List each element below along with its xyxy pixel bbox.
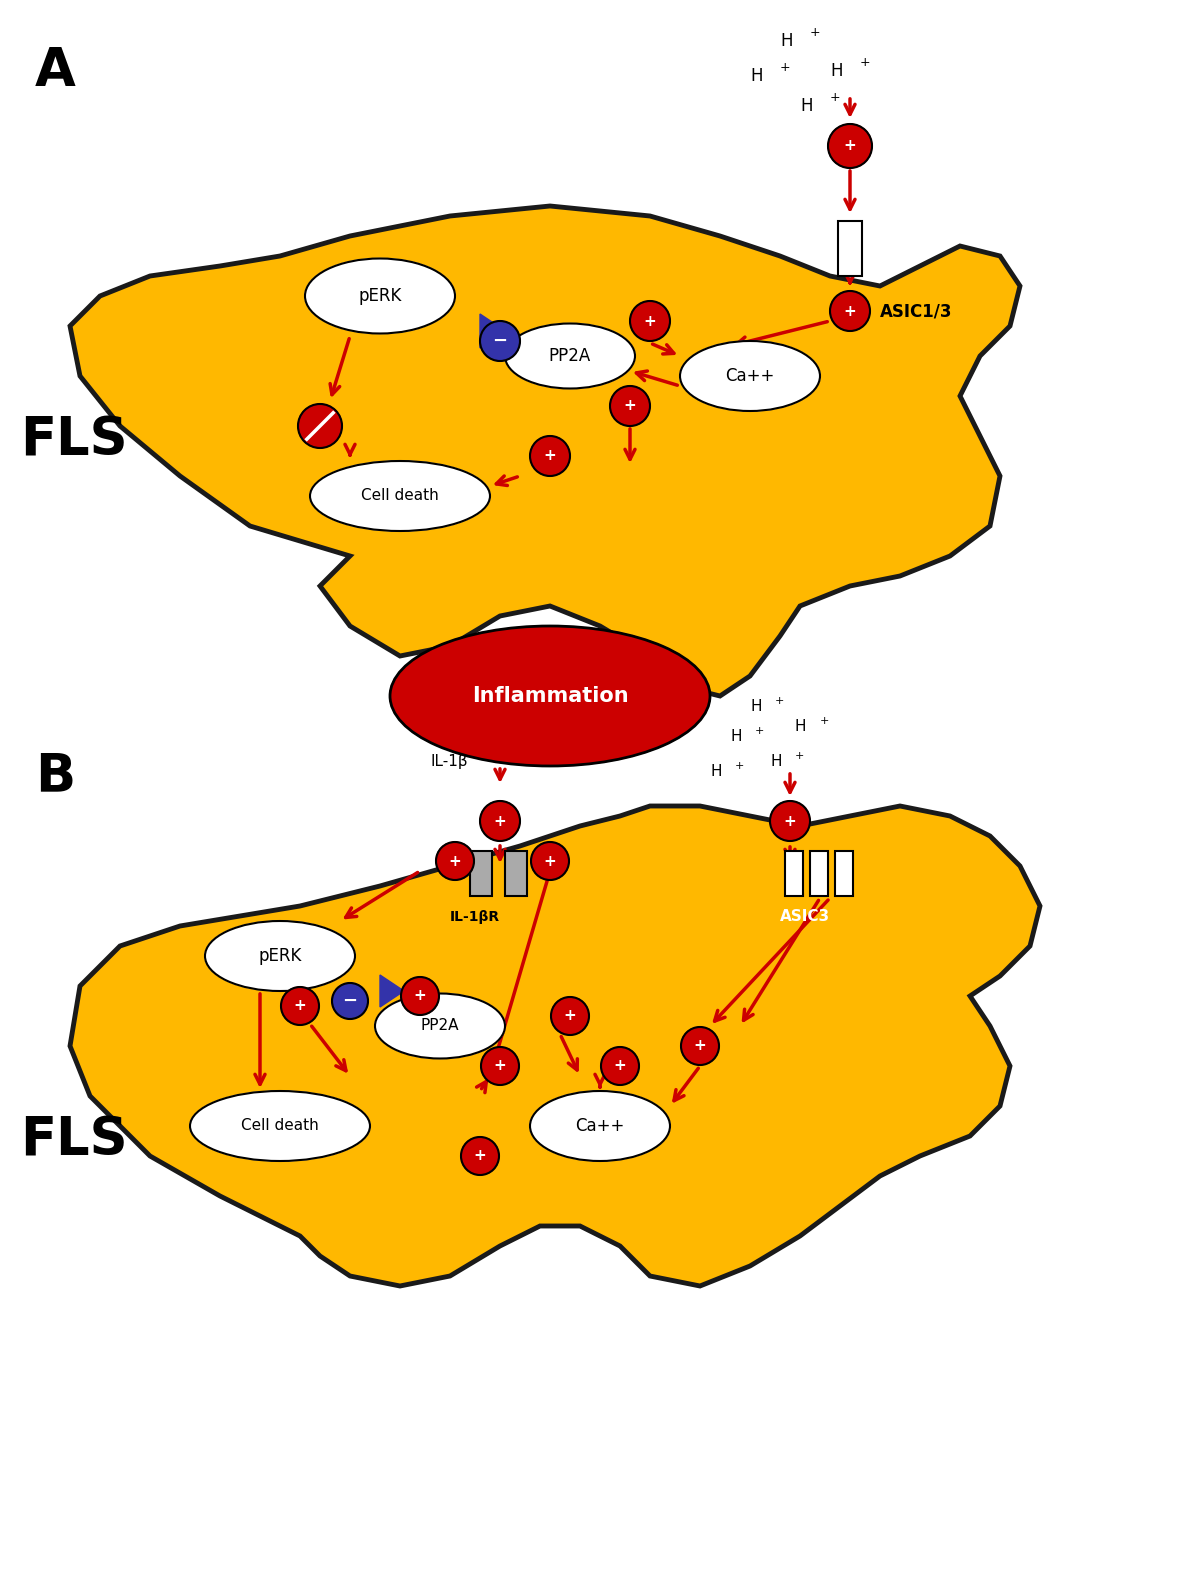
Text: H: H [710,764,721,779]
Text: PP2A: PP2A [548,347,592,366]
Bar [810,851,828,897]
Bar [505,851,527,897]
Circle shape [530,437,570,476]
Text: pERK: pERK [359,287,402,306]
Text: +: + [734,761,744,771]
Text: +: + [544,449,557,463]
Circle shape [630,301,670,340]
Text: +: + [810,25,821,39]
Text: IL-1β: IL-1β [430,753,468,769]
Polygon shape [480,314,505,348]
Circle shape [610,386,650,426]
Ellipse shape [205,920,355,991]
Text: −: − [342,991,358,1010]
Ellipse shape [190,1091,370,1162]
Text: Ca++: Ca++ [575,1117,625,1135]
Bar [835,851,853,897]
Polygon shape [70,206,1020,697]
Circle shape [682,1028,719,1065]
Text: H: H [750,68,762,85]
Text: B: B [35,750,76,802]
Text: +: + [780,61,791,74]
Text: pERK: pERK [258,947,301,965]
Text: +: + [564,1009,576,1023]
Text: +: + [544,854,557,868]
Text: +: + [775,697,785,706]
Text: H: H [830,61,842,80]
Text: −: − [492,333,508,350]
Bar [470,851,492,897]
Ellipse shape [376,993,505,1059]
Text: +: + [844,304,857,318]
Text: Cell death: Cell death [361,489,439,503]
Text: +: + [643,314,656,328]
Circle shape [601,1046,640,1084]
Text: +: + [414,988,426,1004]
Text: IL-1βR: IL-1βR [450,909,500,924]
Text: Ca++: Ca++ [725,367,775,385]
Text: H: H [730,730,742,744]
Ellipse shape [305,258,455,334]
Circle shape [298,403,342,448]
Circle shape [436,842,474,879]
Text: H: H [750,700,762,714]
Circle shape [461,1136,499,1176]
Text: Cell death: Cell death [241,1119,319,1133]
Text: H: H [800,98,812,115]
Text: +: + [613,1059,626,1073]
Circle shape [830,292,870,331]
Circle shape [828,125,872,169]
Text: H: H [780,32,792,50]
Circle shape [480,801,520,842]
Circle shape [480,322,520,361]
Text: ASIC3: ASIC3 [780,909,830,924]
Bar [838,221,862,276]
Circle shape [551,998,589,1035]
Text: +: + [474,1149,486,1163]
Text: +: + [820,716,829,727]
Circle shape [481,1046,520,1084]
Ellipse shape [530,1091,670,1162]
Text: +: + [694,1039,707,1053]
Ellipse shape [505,323,635,389]
Circle shape [332,983,368,1020]
Ellipse shape [390,626,710,766]
Text: +: + [830,91,841,104]
Text: +: + [449,854,461,868]
Ellipse shape [680,340,820,411]
Text: Inflammation: Inflammation [472,686,629,706]
Ellipse shape [310,462,490,531]
Bar [785,851,803,897]
Text: H: H [796,719,806,734]
Text: +: + [796,752,804,761]
Polygon shape [70,805,1040,1286]
Text: +: + [844,139,857,153]
Text: ASIC1/3: ASIC1/3 [880,303,953,320]
Text: A: A [35,46,76,98]
Text: FLS: FLS [20,1114,127,1166]
Text: +: + [624,399,636,413]
Text: +: + [860,57,871,69]
Circle shape [401,977,439,1015]
Text: +: + [755,727,764,736]
Text: +: + [294,999,306,1013]
Circle shape [770,801,810,842]
Text: PP2A: PP2A [421,1018,460,1034]
Text: H: H [770,753,781,769]
Text: +: + [493,1059,506,1073]
Circle shape [530,842,569,879]
Text: +: + [493,813,506,829]
Circle shape [281,987,319,1024]
Text: +: + [784,813,797,829]
Polygon shape [380,976,404,1007]
Text: FLS: FLS [20,414,127,466]
